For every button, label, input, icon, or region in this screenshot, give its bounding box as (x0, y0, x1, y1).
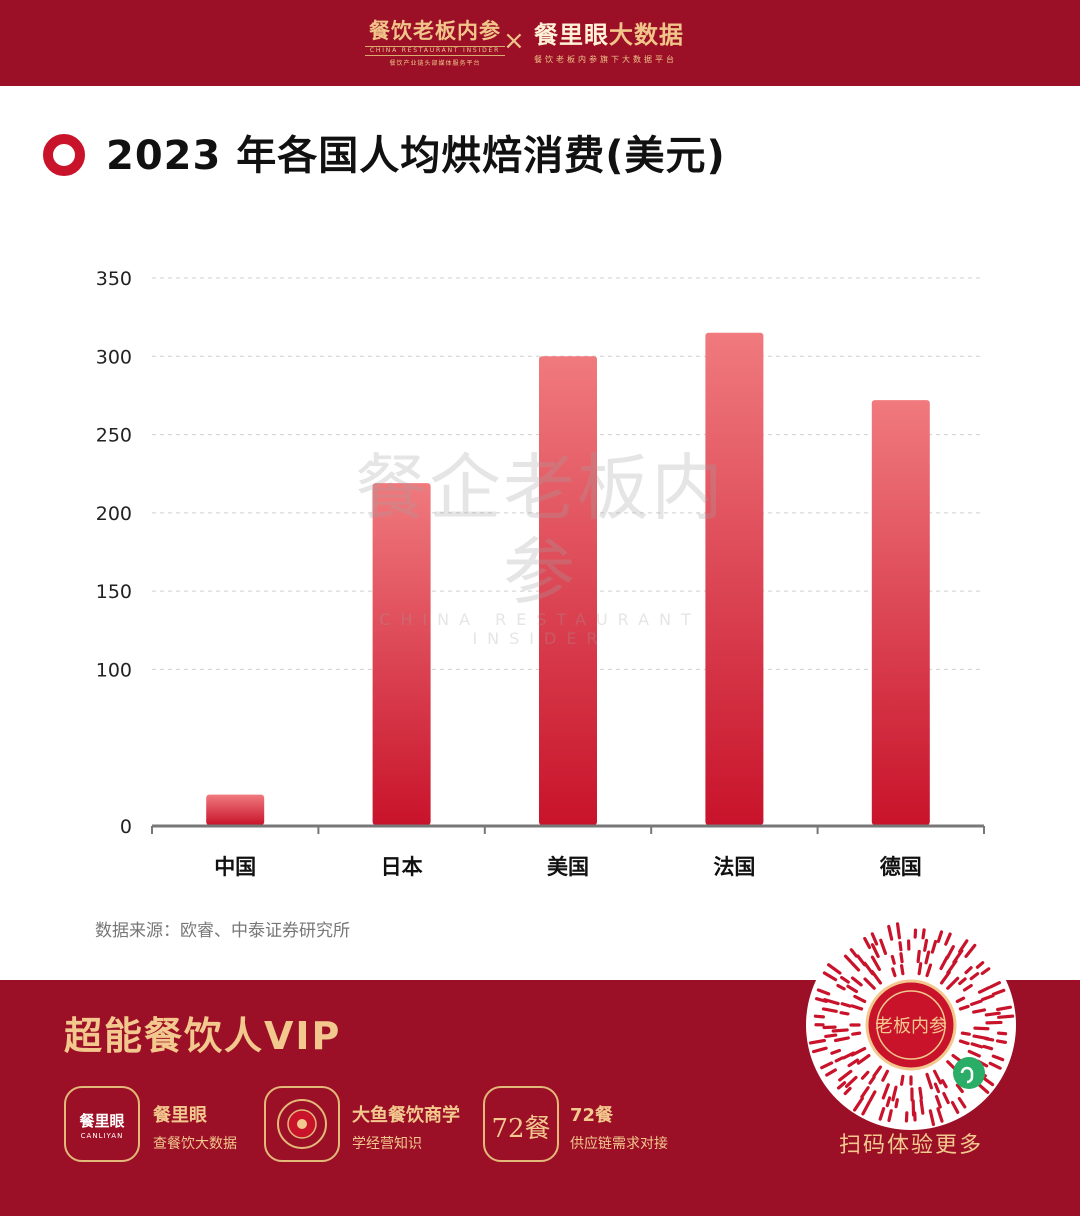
brand-name-left: 餐饮老板内参 (369, 18, 501, 43)
brand-name-right: 餐里眼大数据 (534, 20, 684, 50)
bar-4 (871, 400, 930, 825)
brand-name-right-part1: 餐里眼 (534, 21, 609, 49)
brand-name-right-part2: 大数据 (609, 21, 684, 49)
vip-title: 超能餐饮人VIP (64, 1014, 342, 1058)
72can-app-icon[interactable]: 72餐 (483, 1086, 559, 1162)
canliyan-app-desc: 查餐饮大数据 (153, 1136, 237, 1152)
dayu-app-icon[interactable] (264, 1086, 340, 1162)
x-category-label: 法国 (713, 855, 755, 879)
bar-1 (372, 483, 431, 825)
bar-0 (206, 794, 265, 825)
mini-program-qr-code[interactable]: 老板内参 (806, 920, 1016, 1130)
y-tick-label: 200 (96, 503, 132, 525)
x-category-label: 德国 (880, 855, 922, 879)
x-category-label: 日本 (381, 855, 423, 879)
bar-2 (539, 356, 597, 825)
x-category-label: 美国 (547, 855, 589, 879)
y-tick-label: 250 (96, 425, 132, 447)
bar-chart: 0 100 150 200 250 300 350 中国 日本 美国 法国 德国 (96, 268, 985, 879)
qr-center-text: 老板内参 (875, 1016, 947, 1037)
72can-app-name[interactable]: 72餐 (570, 1105, 614, 1126)
header-banner: 餐饮老板内参 CHINA RESTAURANT INSIDER 餐饮产业链头部媒… (0, 0, 1080, 86)
wechat-link-icon (960, 1066, 974, 1084)
chart-title: 2023 年各国人均烘焙消费(美元) (106, 133, 726, 179)
brand-tagline-right: 餐饮老板内参旗下大数据平台 (534, 55, 677, 64)
brand-tagline-left: 餐饮产业链头部媒体服务平台 (389, 60, 481, 67)
canliyan-app-name[interactable]: 餐里眼 (153, 1105, 207, 1126)
brand-logo-left: 餐饮老板内参 CHINA RESTAURANT INSIDER 餐饮产业链头部媒… (365, 18, 505, 69)
qr-code-icon: 老板内参 (808, 922, 1015, 1127)
canliyan-app-icon[interactable]: 餐里眼 CANLIYAN (64, 1086, 140, 1162)
dayu-app-desc: 学经营知识 (352, 1136, 422, 1152)
canliyan-icon-subtext: CANLIYAN (80, 1132, 124, 1140)
collab-separator: × (503, 26, 525, 56)
dayu-seal-icon (277, 1099, 327, 1149)
canliyan-icon-text: 餐里眼 (79, 1112, 125, 1130)
y-tick-label: 350 (96, 268, 132, 290)
brand-logo-right: 餐里眼大数据 餐饮老板内参旗下大数据平台 (534, 20, 684, 65)
x-category-label: 中国 (214, 855, 256, 879)
y-tick-label: 100 (96, 659, 132, 681)
brand-name-left-en: CHINA RESTAURANT INSIDER (365, 46, 505, 56)
title-bullet-icon (43, 134, 85, 176)
72can-app-desc: 供应链需求对接 (570, 1136, 668, 1152)
dayu-app-name[interactable]: 大鱼餐饮商学 (352, 1105, 460, 1126)
y-tick-label: 300 (96, 346, 132, 368)
y-tick-label: 0 (120, 816, 132, 838)
y-tick-label: 150 (96, 581, 132, 603)
72can-icon-text: 72餐 (491, 1114, 551, 1144)
data-source-note: 数据来源：欧睿、中泰证券研究所 (95, 921, 350, 941)
bar-3 (705, 332, 764, 825)
qr-caption: 扫码体验更多 (838, 1133, 983, 1158)
